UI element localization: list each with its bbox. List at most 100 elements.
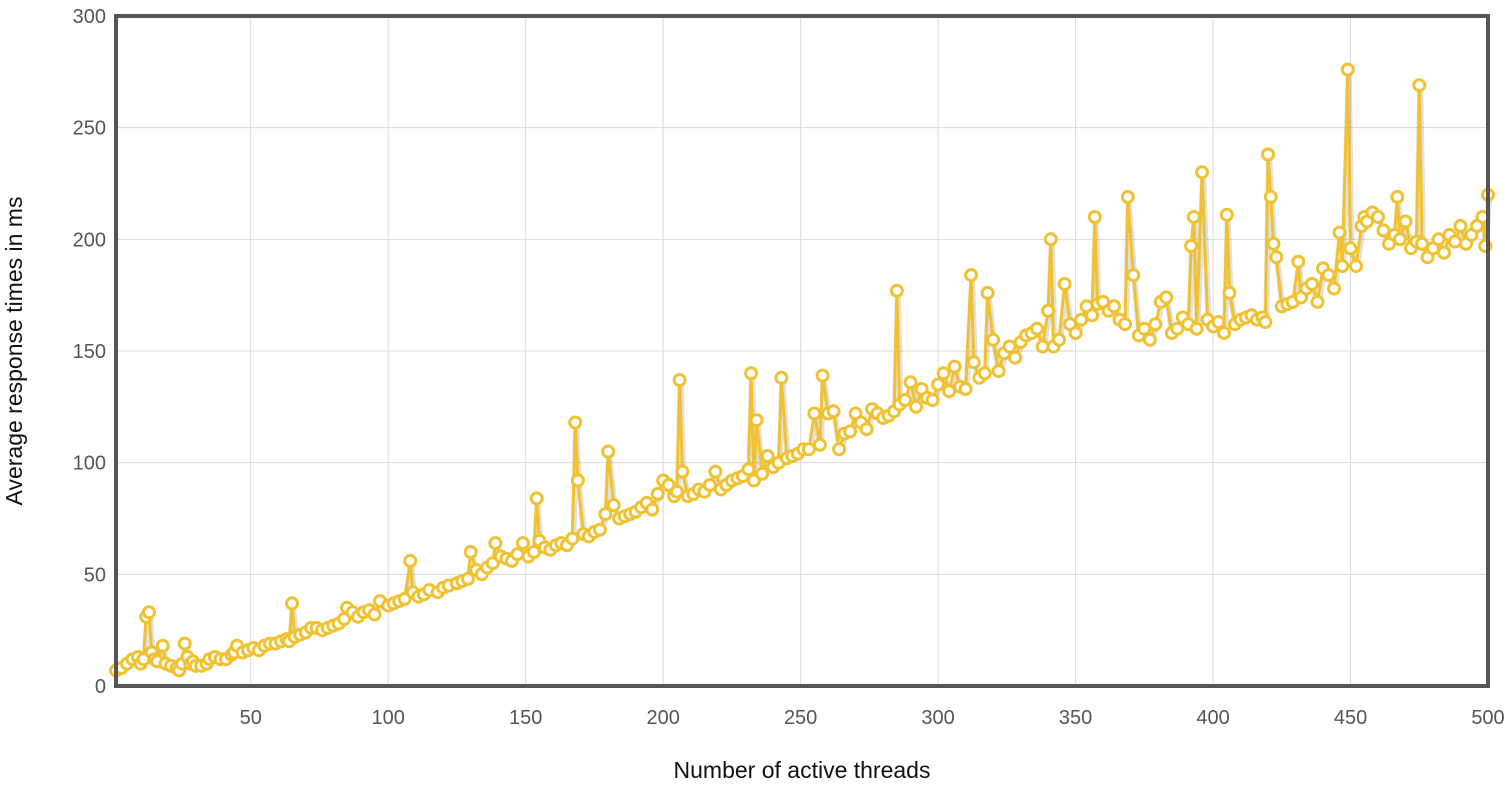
data-point[interactable] <box>529 491 544 506</box>
data-point[interactable] <box>285 596 299 611</box>
data-point[interactable] <box>1195 165 1210 180</box>
data-point[interactable] <box>1412 78 1427 93</box>
data-point[interactable] <box>155 638 170 653</box>
data-point[interactable] <box>1390 189 1405 204</box>
data-point[interactable] <box>570 473 585 488</box>
data-point[interactable] <box>936 366 951 381</box>
data-point[interactable] <box>1030 321 1045 336</box>
data-point[interactable] <box>142 605 156 620</box>
data-point[interactable] <box>460 571 475 586</box>
data-point[interactable] <box>708 464 723 479</box>
data-point[interactable] <box>1184 239 1199 253</box>
data-point[interactable] <box>1327 281 1341 296</box>
data-point[interactable] <box>986 332 1001 347</box>
data-point[interactable] <box>606 498 621 513</box>
data-point[interactable] <box>1120 189 1135 204</box>
data-point[interactable] <box>1437 245 1451 260</box>
data-point[interactable] <box>1008 350 1023 365</box>
data-point[interactable] <box>1453 218 1468 233</box>
data-point[interactable] <box>1340 62 1355 77</box>
data-point[interactable] <box>1431 232 1446 247</box>
data-point[interactable] <box>931 377 946 392</box>
data-point[interactable] <box>1085 308 1100 323</box>
data-point[interactable] <box>488 536 503 551</box>
data-point[interactable] <box>1343 241 1358 256</box>
data-point[interactable] <box>1137 321 1152 336</box>
data-point[interactable] <box>1148 317 1163 332</box>
data-point[interactable] <box>565 531 580 546</box>
data-point[interactable] <box>1186 210 1201 224</box>
data-point[interactable] <box>1332 225 1347 240</box>
data-point[interactable] <box>801 442 816 457</box>
data-point[interactable] <box>650 486 665 501</box>
data-point[interactable] <box>1041 303 1056 318</box>
data-point[interactable] <box>1398 214 1413 229</box>
data-point[interactable] <box>1159 290 1174 305</box>
data-point[interactable] <box>403 553 418 568</box>
data-point[interactable] <box>526 545 541 559</box>
data-point[interactable] <box>1291 254 1306 269</box>
data-point[interactable] <box>1321 268 1336 283</box>
data-point[interactable] <box>1219 207 1234 222</box>
data-point[interactable] <box>669 484 684 499</box>
data-point[interactable] <box>815 368 830 383</box>
data-point[interactable] <box>1310 294 1325 309</box>
data-point[interactable] <box>909 399 924 414</box>
data-point[interactable] <box>898 393 913 408</box>
data-point[interactable] <box>1261 147 1275 162</box>
data-point[interactable] <box>1170 321 1185 336</box>
data-point[interactable] <box>1074 312 1089 327</box>
data-point[interactable] <box>1043 232 1058 247</box>
data-point[interactable] <box>942 384 957 399</box>
data-point[interactable] <box>1087 210 1102 224</box>
data-point[interactable] <box>702 478 717 492</box>
data-point[interactable] <box>1189 321 1204 336</box>
data-point[interactable] <box>1393 232 1407 247</box>
data-point[interactable] <box>1052 332 1067 347</box>
data-point[interactable] <box>1263 189 1278 204</box>
data-point[interactable] <box>826 404 841 419</box>
data-point[interactable] <box>966 355 981 370</box>
data-point[interactable] <box>843 424 858 439</box>
data-point[interactable] <box>598 507 613 521</box>
data-point[interactable] <box>568 415 583 430</box>
data-point[interactable] <box>812 437 827 452</box>
data-point[interactable] <box>177 636 192 651</box>
data-point[interactable] <box>1118 317 1133 332</box>
data-point[interactable] <box>889 283 904 298</box>
data-point[interactable] <box>1448 234 1462 249</box>
data-point[interactable] <box>367 607 382 622</box>
data-point[interactable] <box>1371 210 1385 224</box>
data-point[interactable] <box>675 464 690 479</box>
data-point[interactable] <box>958 382 973 396</box>
data-point[interactable] <box>744 366 759 381</box>
data-point[interactable] <box>645 502 660 517</box>
data-point[interactable] <box>925 393 940 408</box>
data-point[interactable] <box>991 364 1006 379</box>
data-point[interactable] <box>807 406 822 421</box>
data-point[interactable] <box>601 444 616 459</box>
data-point[interactable] <box>755 466 770 481</box>
data-point[interactable] <box>1068 326 1083 341</box>
data-point[interactable] <box>1002 339 1017 354</box>
data-point[interactable] <box>859 422 874 437</box>
data-point[interactable] <box>1415 236 1429 251</box>
data-point[interactable] <box>1269 250 1284 265</box>
data-point[interactable] <box>1107 299 1122 314</box>
data-point[interactable] <box>980 285 995 300</box>
data-point[interactable] <box>510 547 525 562</box>
data-point[interactable] <box>1217 326 1231 341</box>
data-point[interactable] <box>1335 259 1350 274</box>
data-point[interactable] <box>1211 315 1226 329</box>
data-point[interactable] <box>749 413 764 428</box>
data-point[interactable] <box>463 545 478 559</box>
data-point[interactable] <box>1057 277 1072 291</box>
data-point[interactable] <box>672 373 687 387</box>
data-point[interactable] <box>1305 277 1319 291</box>
data-point[interactable] <box>964 268 979 283</box>
data-point[interactable] <box>741 462 756 477</box>
data-point[interactable] <box>832 442 847 457</box>
data-point[interactable] <box>903 375 918 390</box>
data-point[interactable] <box>515 536 530 551</box>
data-point[interactable] <box>947 359 962 374</box>
